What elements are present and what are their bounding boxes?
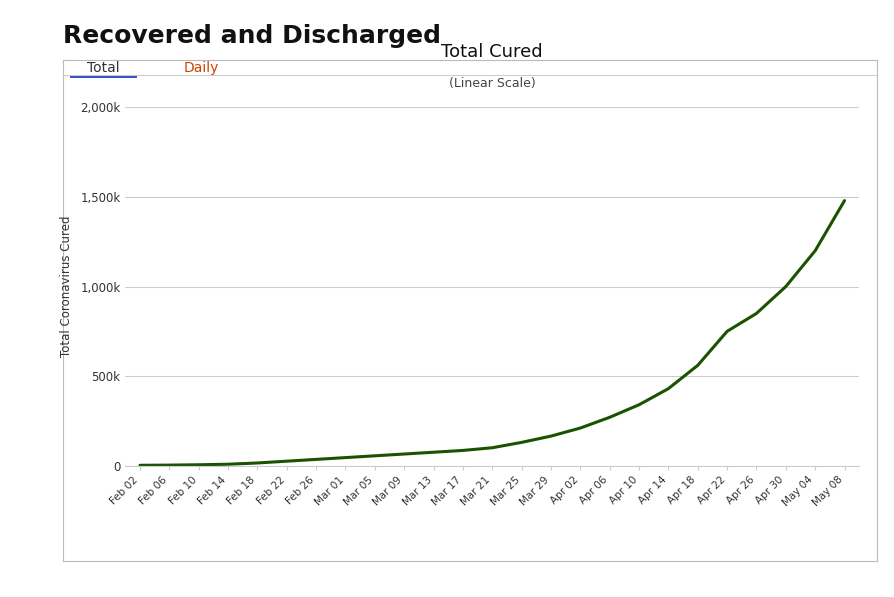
Text: Total: Total xyxy=(87,61,119,75)
Text: (Linear Scale): (Linear Scale) xyxy=(449,76,535,90)
Text: Recovered and Discharged: Recovered and Discharged xyxy=(63,24,440,48)
Text: Total Cured: Total Cured xyxy=(441,43,543,61)
Y-axis label: Total Coronavirus Cured: Total Coronavirus Cured xyxy=(60,216,73,358)
Text: Daily: Daily xyxy=(183,61,219,75)
